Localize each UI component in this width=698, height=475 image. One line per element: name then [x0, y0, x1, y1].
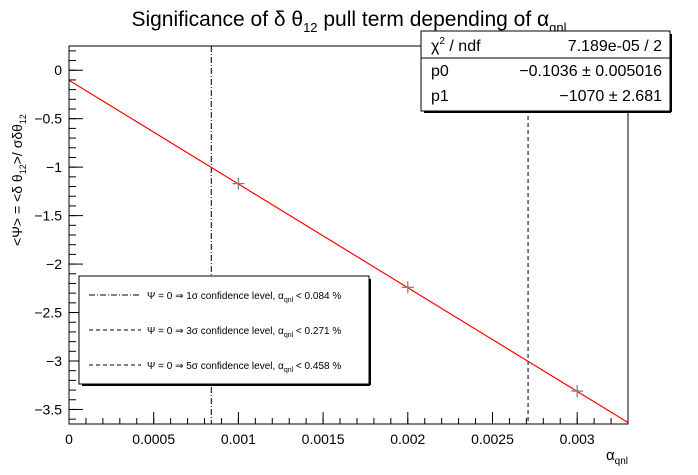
- legend-entry-label: Ψ = 0 ⇒ 1σ confidence level, αqnl < 0.08…: [147, 291, 341, 304]
- y-tick-label: −3.5: [34, 401, 62, 417]
- stats-row-label: p0: [431, 63, 449, 80]
- x-tick-label: 0.0015: [302, 431, 345, 447]
- fit-line: [68, 79, 629, 424]
- stats-row-value: 7.189e-05 / 2: [568, 38, 662, 55]
- y-tick-label: −2: [46, 256, 62, 272]
- stats-row-value: −0.1036 ± 0.005016: [519, 63, 662, 80]
- plot-area: [68, 46, 629, 424]
- chart-title: Significance of δ θ12 pull term dependin…: [131, 8, 566, 35]
- stats-row-label: p1: [431, 88, 449, 105]
- data-point: [401, 281, 414, 294]
- y-axis-label: <Ψ> = <δ θ12>/ σδθ12: [9, 114, 28, 246]
- data-point: [571, 385, 584, 398]
- legend-entry-label: Ψ = 0 ⇒ 3σ confidence level, αqnl < 0.27…: [147, 326, 341, 339]
- y-tick-label: −1.5: [34, 208, 62, 224]
- x-tick-label: 0.0025: [471, 431, 514, 447]
- x-tick-label: 0.001: [221, 431, 256, 447]
- data-point: [232, 177, 245, 190]
- x-axis-label: αqnl: [606, 447, 628, 467]
- x-tick-label: 0.0005: [132, 431, 175, 447]
- stats-row-label: χ2 / ndf: [431, 36, 481, 55]
- y-tick-label: 0: [54, 62, 62, 78]
- x-tick-label: 0.002: [390, 431, 425, 447]
- y-tick-label: −2.5: [34, 305, 62, 321]
- axes: 0 0.0005 0.001 0.0015 0.002 0.0025 0.003 0 −0.5 −…: [34, 45, 629, 447]
- x-tick-label: 0: [65, 431, 73, 447]
- stats-box: χ2 / ndf 7.189e-05 / 2 p0 −0.1036 ± 0.00501…: [420, 30, 672, 113]
- y-tick-label: −3: [46, 353, 62, 369]
- legend: Ψ = 0 ⇒ 1σ confidence level, αqnl < 0.08…: [78, 275, 371, 386]
- y-tick-label: −1: [46, 159, 62, 175]
- stats-row-value: −1070 ± 2.681: [559, 88, 662, 105]
- stats-box-frame: [420, 30, 671, 112]
- y-tick-label: −0.5: [34, 111, 62, 127]
- x-tick-label: 0.003: [560, 431, 595, 447]
- legend-entry-label: Ψ = 0 ⇒ 5σ confidence level, αqnl < 0.45…: [147, 361, 341, 374]
